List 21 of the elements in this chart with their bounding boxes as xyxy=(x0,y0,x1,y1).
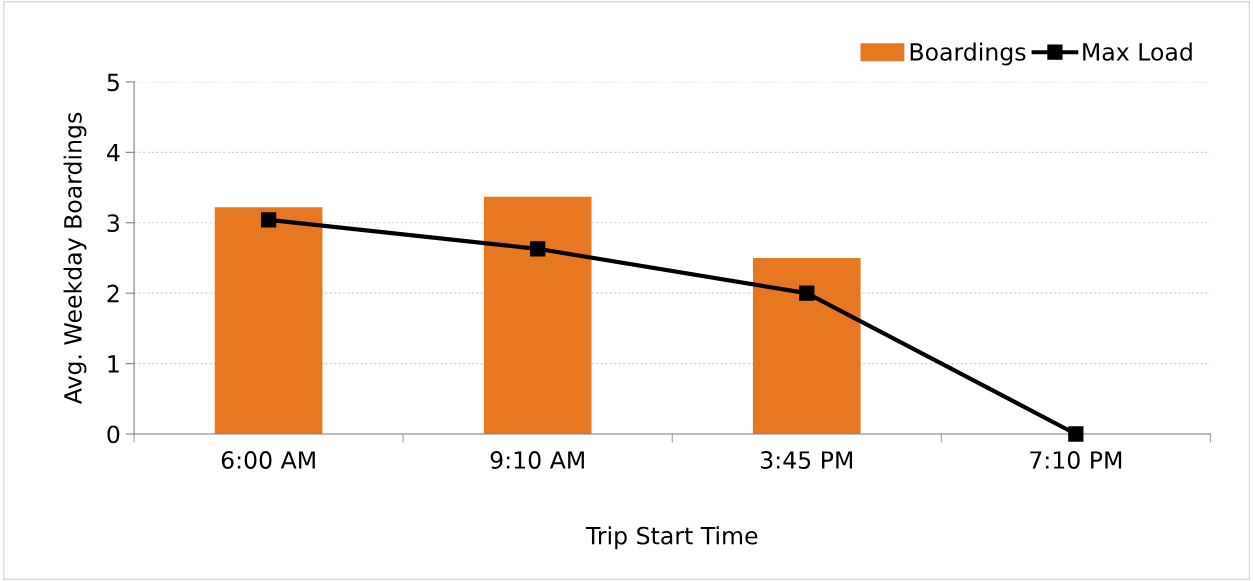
point xyxy=(260,212,277,228)
legend-label: Max Load xyxy=(1083,42,1192,61)
x-axis-title: Trip Start Time xyxy=(585,526,758,550)
legend-label: Boardings xyxy=(910,42,1026,66)
x-tick-label: 3:45 PM xyxy=(761,451,853,469)
x-tick-label: 6:00 AM xyxy=(221,451,315,469)
bar xyxy=(483,196,592,435)
y-tick-label: 3 xyxy=(107,214,119,233)
point xyxy=(1068,426,1084,442)
y-tick-label: 5 xyxy=(107,73,119,92)
y-tick-label: 4 xyxy=(107,144,120,162)
y-axis-title: Avg. Weekday Boardings xyxy=(63,112,87,405)
point xyxy=(530,241,546,257)
y-tick-label: 1 xyxy=(108,355,119,373)
x-tick-label: 9:10 AM xyxy=(490,451,584,469)
bar xyxy=(214,207,323,435)
y-tick-label: 2 xyxy=(107,284,119,303)
y-tick-label: 0 xyxy=(107,425,120,444)
bar xyxy=(752,257,861,435)
point xyxy=(799,285,815,301)
x-tick-label: 7:10 PM xyxy=(1030,451,1122,469)
